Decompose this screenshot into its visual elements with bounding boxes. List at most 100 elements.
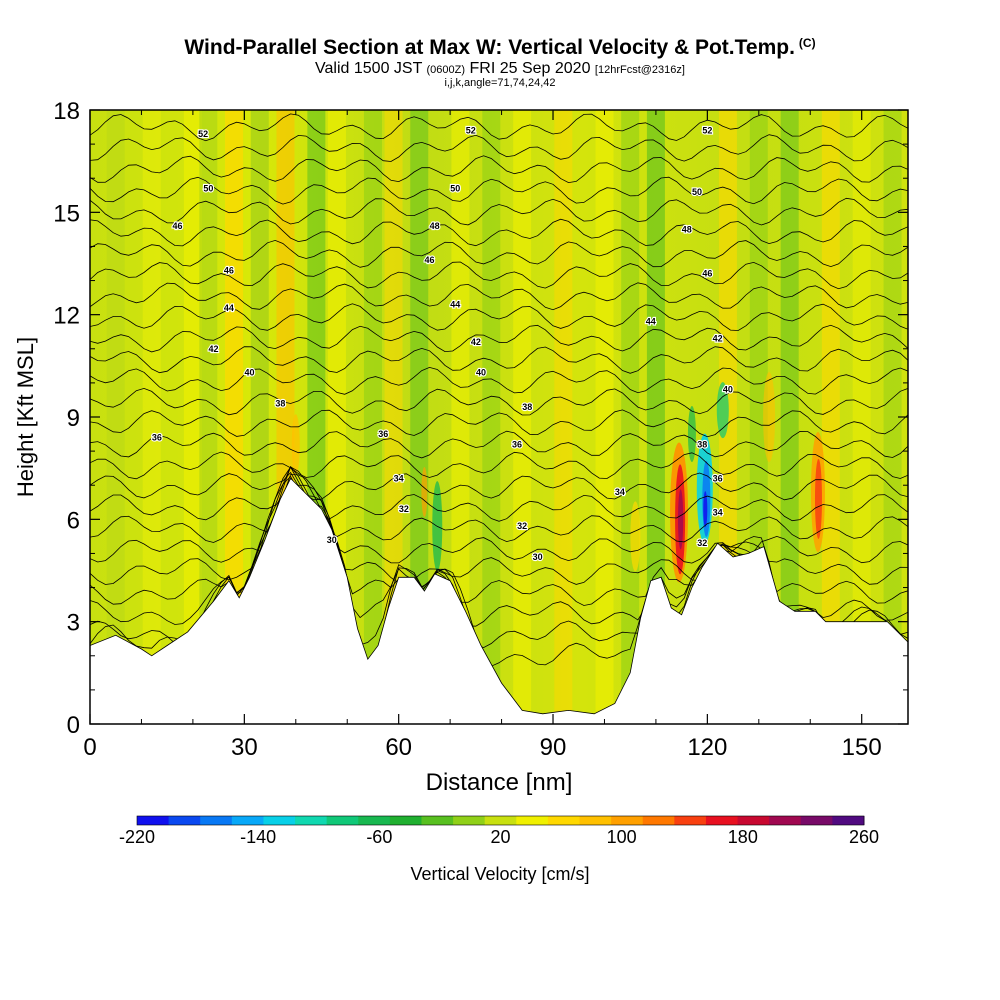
theta-contour-label: 40 — [723, 385, 733, 395]
theta-contour-label: 44 — [224, 303, 234, 313]
theta-contour-label: 30 — [533, 552, 543, 562]
velocity-cell — [814, 458, 822, 539]
x-tick-label: 90 — [540, 734, 567, 761]
y-tick-label: 12 — [53, 303, 80, 330]
theta-contour-label: 46 — [702, 269, 712, 279]
velocity-band — [821, 110, 840, 724]
velocity-cell — [687, 406, 696, 463]
y-tick-label: 9 — [67, 405, 80, 432]
theta-contour-label: 40 — [476, 368, 486, 378]
x-tick-label: 150 — [842, 734, 882, 761]
theta-contour-label: 42 — [208, 344, 218, 354]
velocity-band — [780, 110, 799, 724]
colorbar-tick-label: 20 — [490, 827, 510, 847]
theta-contour-line — [90, 484, 908, 585]
theta-contour-label: 38 — [697, 439, 707, 449]
colorbar-swatch — [705, 816, 739, 825]
theta-contour-label: 34 — [615, 487, 625, 497]
colorbar-tick-label: 260 — [849, 827, 879, 847]
theta-contour-label: 52 — [466, 125, 476, 135]
theta-contour-line — [90, 387, 908, 416]
theta-contour-label: 48 — [682, 224, 692, 234]
title-mark: (C) — [798, 36, 816, 50]
colorbar-swatch — [800, 816, 833, 825]
colorbar-tick-label: -60 — [366, 827, 392, 847]
theta-contour-line — [90, 324, 908, 353]
theta-contour-label: 32 — [517, 521, 527, 531]
colorbar-swatch — [358, 816, 391, 825]
velocity-band — [142, 110, 161, 724]
theta-contour-label: 36 — [152, 432, 162, 442]
theta-contour-line — [90, 113, 908, 142]
theta-contour-line — [90, 239, 908, 268]
theta-contour-label: 36 — [378, 429, 388, 439]
colorbar-swatch — [168, 816, 201, 825]
theta-contour-line — [90, 451, 908, 480]
theta-contour-label: 36 — [512, 439, 522, 449]
colorbar-label: Vertical Velocity [cm/s] — [410, 864, 589, 884]
velocity-cell — [291, 414, 300, 475]
x-tick-label: 0 — [83, 734, 96, 761]
valid-date: FRI 25 Sep 2020 — [469, 60, 591, 77]
y-tick-label: 6 — [67, 507, 80, 534]
forecast-info: [12hrFcst@2316z] — [594, 64, 685, 76]
velocity-band — [482, 110, 501, 724]
x-axis-label: Distance [nm] — [426, 769, 573, 796]
colorbar-swatch — [389, 816, 422, 825]
colorbar-swatch — [484, 816, 517, 825]
theta-contour-label: 44 — [450, 299, 460, 309]
velocity-band — [852, 110, 871, 724]
theta-contour-line — [90, 346, 908, 374]
velocity-cell — [678, 489, 684, 550]
theta-contour-labels: 52 50 46 46 44 42 40 38 36 30 32 34 36 52 50 48 46 44 42 40… — [151, 124, 734, 563]
colorbar-swatch — [421, 816, 454, 825]
theta-contour-label: 46 — [224, 265, 234, 275]
theta-contour-label: 38 — [522, 402, 532, 412]
colorbar-swatch — [579, 816, 612, 825]
theta-contour-label: 40 — [244, 368, 254, 378]
grid-indices: i,j,k,angle=71,74,24,42 — [444, 77, 556, 89]
chart-title-text: Wind-Parallel Section at Max W: Vertical… — [184, 36, 795, 59]
theta-contour-label: 34 — [394, 473, 404, 483]
velocity-cell — [421, 467, 428, 518]
chart-title: Wind-Parallel Section at Max W: Vertical… — [0, 36, 1000, 60]
x-tick-label: 30 — [231, 734, 258, 761]
terrain — [90, 477, 908, 724]
valid-utc: (0600Z) — [426, 64, 466, 76]
colorbar-swatch — [516, 816, 549, 825]
theta-contour-line — [90, 134, 908, 162]
y-tick-label: 18 — [53, 98, 80, 125]
theta-contour-label: 44 — [646, 316, 656, 326]
theta-contour-line — [90, 282, 908, 311]
chart-subtitle: Valid 1500 JST (0600Z) FRI 25 Sep 2020 [… — [0, 60, 1000, 78]
y-tick-label: 3 — [67, 610, 80, 637]
colorbar-swatch — [231, 816, 264, 825]
theta-contour-line — [90, 176, 908, 205]
theta-contour-line — [90, 465, 908, 522]
colorbar-tick-label: 180 — [728, 827, 758, 847]
colorbar-tick-label: -220 — [119, 827, 155, 847]
theta-contour-label: 42 — [713, 334, 723, 344]
velocity-cell — [703, 491, 708, 528]
theta-contour-line — [90, 430, 908, 459]
colorbar-swatch — [453, 816, 486, 825]
velocity-band — [225, 110, 244, 724]
valid-prefix: Valid 1500 JST — [315, 60, 423, 77]
x-axis: 0 30 60 90 120 150 — [83, 110, 882, 761]
y-axis-label: Height [Kft MSL] — [13, 337, 38, 497]
theta-contour-label: 42 — [471, 337, 481, 347]
velocity-band — [883, 110, 902, 724]
colorbar-swatch — [326, 816, 359, 825]
x-tick-label: 60 — [385, 734, 412, 761]
colorbar-swatch — [611, 816, 644, 825]
theta-contour-line — [90, 466, 908, 543]
colorbar-swatch — [769, 816, 802, 825]
theta-contour-line — [90, 474, 908, 564]
velocity-band — [646, 110, 665, 724]
theta-contour-line — [90, 261, 908, 290]
x-tick-label: 120 — [687, 734, 727, 761]
theta-contour-line — [90, 197, 908, 226]
colorbar-swatch — [642, 816, 675, 825]
